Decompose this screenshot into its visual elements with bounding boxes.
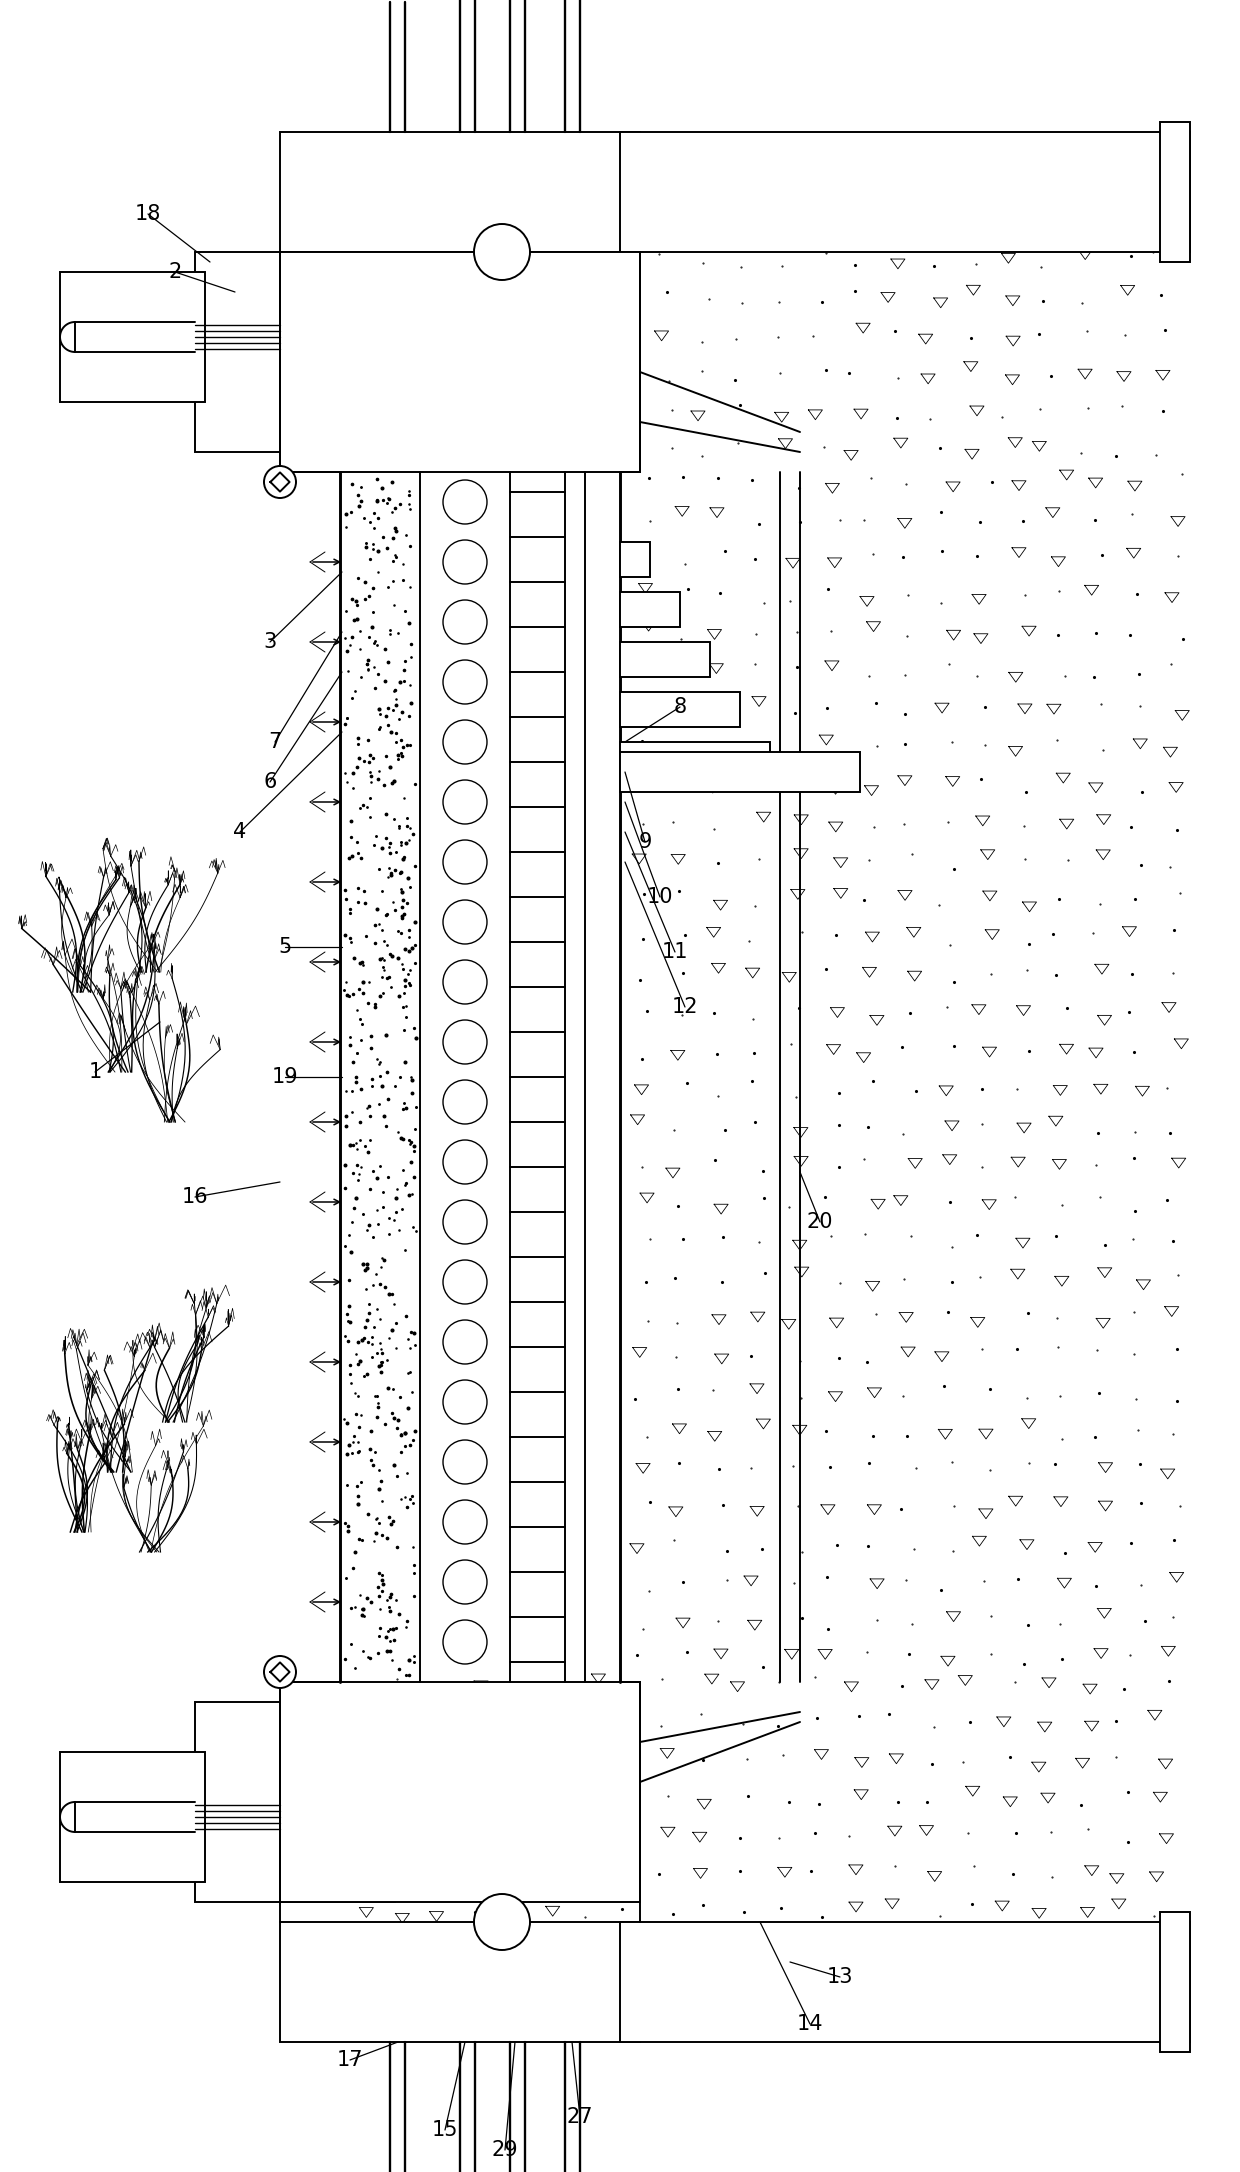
Bar (620, 643, 711, 678)
Text: 7: 7 (268, 732, 281, 752)
Text: 10: 10 (647, 886, 673, 908)
Circle shape (443, 1379, 487, 1425)
Text: 12: 12 (672, 997, 698, 1016)
Circle shape (264, 1655, 296, 1688)
Bar (60, 1753, 205, 1881)
Circle shape (474, 224, 529, 280)
Circle shape (443, 1260, 487, 1303)
Circle shape (264, 467, 296, 497)
Text: 20: 20 (807, 1212, 833, 1232)
Text: 19: 19 (272, 1066, 299, 1086)
Circle shape (443, 1140, 487, 1184)
Circle shape (474, 1894, 529, 1950)
Bar (280, 1922, 640, 2042)
Circle shape (443, 1559, 487, 1603)
Bar (620, 1922, 1190, 2042)
Circle shape (443, 1440, 487, 1483)
Bar (1159, 1911, 1190, 2053)
Bar (620, 593, 680, 628)
Text: 14: 14 (797, 2013, 823, 2033)
Text: 4: 4 (233, 821, 247, 843)
Circle shape (443, 660, 487, 704)
Text: 29: 29 (492, 2139, 518, 2159)
Circle shape (443, 899, 487, 945)
Bar (280, 1681, 640, 1903)
Text: 15: 15 (432, 2120, 459, 2139)
Circle shape (443, 841, 487, 884)
Circle shape (443, 480, 487, 523)
Text: 18: 18 (135, 204, 161, 224)
Text: 1: 1 (88, 1062, 102, 1082)
Text: 13: 13 (827, 1968, 853, 1987)
Bar (620, 132, 1190, 252)
Circle shape (443, 960, 487, 1003)
Circle shape (443, 780, 487, 823)
Circle shape (443, 1079, 487, 1123)
Circle shape (443, 1199, 487, 1245)
Circle shape (443, 1021, 487, 1064)
Bar (620, 543, 650, 578)
Circle shape (443, 1321, 487, 1364)
Bar (280, 132, 640, 252)
Text: 6: 6 (263, 771, 277, 793)
Bar (620, 693, 740, 728)
Text: 27: 27 (567, 2107, 593, 2126)
Text: 2: 2 (169, 263, 181, 282)
Circle shape (443, 719, 487, 765)
Bar (620, 743, 770, 778)
Circle shape (443, 599, 487, 645)
Bar (1159, 122, 1190, 263)
Bar (620, 752, 861, 793)
Circle shape (443, 541, 487, 584)
Text: 9: 9 (639, 832, 652, 851)
Circle shape (443, 1620, 487, 1664)
Text: 8: 8 (673, 697, 687, 717)
Text: 17: 17 (337, 2050, 363, 2070)
Text: 11: 11 (662, 943, 688, 962)
Text: 5: 5 (278, 936, 291, 958)
Text: 3: 3 (263, 632, 277, 652)
Bar (60, 272, 205, 402)
Circle shape (443, 1501, 487, 1544)
Bar (280, 252, 640, 471)
Bar (195, 252, 396, 452)
Text: 16: 16 (182, 1188, 208, 1208)
Bar (195, 1703, 396, 1903)
